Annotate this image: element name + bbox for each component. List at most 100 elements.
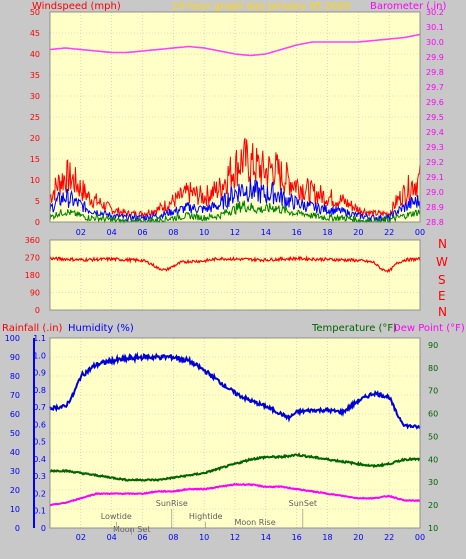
- barometer-series: [49, 33, 421, 57]
- x-tick-label: 10: [199, 228, 209, 237]
- direction-y-tick-label: 270: [25, 254, 40, 263]
- x-tick-label: 04: [107, 533, 117, 542]
- barometer-y-tick-label: 29.9: [426, 53, 444, 62]
- temperature-y-tick-label: 50: [428, 432, 438, 441]
- barometer-y-tick-label: 29.6: [426, 98, 444, 107]
- event-label: Lowtide: [101, 512, 132, 521]
- plot-border: [49, 11, 421, 223]
- x-tick-label: 06: [137, 228, 147, 237]
- temperature-y-tick-label: 40: [428, 455, 438, 464]
- barometer-y-tick-label: 28.9: [426, 203, 444, 212]
- temperature-plot-area: [50, 338, 420, 528]
- barometer-y-tick-label: 30.1: [426, 23, 444, 32]
- x-tick-label: 06: [137, 533, 147, 542]
- humidity-series: [49, 351, 421, 430]
- rainfall-y-tick-label: 0.5: [33, 438, 46, 447]
- x-tick-label: 20: [353, 533, 363, 542]
- event-label: SunRise: [156, 499, 188, 508]
- humidity-y-tick-label: 0: [15, 524, 20, 533]
- rainfall-y-tick-label: 1.1: [33, 334, 46, 343]
- x-tick-label: 02: [76, 533, 86, 542]
- barometer-y-tick-label: 30.2: [426, 8, 444, 17]
- plot-border: [49, 337, 421, 529]
- wind-y-tick-label: 0: [35, 218, 40, 227]
- rainfall-y-tick-label: 1.0: [33, 351, 46, 360]
- x-tick-label: 20: [353, 228, 363, 237]
- dewpoint-axis-label: Dew Point (°F): [393, 323, 465, 334]
- wind-y-tick-label: 25: [30, 113, 40, 122]
- compass-west: W: [436, 255, 448, 269]
- rainfall-axis-label: Rainfall (.in): [2, 323, 63, 334]
- humidity-y-tick-label: 20: [10, 486, 20, 495]
- x-tick-label: 18: [322, 228, 332, 237]
- x-tick-label: 10: [199, 533, 209, 542]
- humidity-y-tick-label: 30: [10, 467, 20, 476]
- temperature-y-tick-label: 10: [428, 524, 438, 533]
- wind-y-tick-label: 15: [30, 155, 40, 164]
- humidity-y-tick-label: 90: [10, 353, 20, 362]
- x-tick-label: 14: [261, 228, 271, 237]
- dewpoint-series: [49, 482, 420, 507]
- wind-y-tick-label: 5: [35, 197, 40, 206]
- humidity-y-tick-label: 70: [10, 391, 20, 400]
- event-label: Moon Rise: [234, 518, 275, 527]
- x-tick-label: 22: [384, 228, 394, 237]
- humidity-y-tick-label: 100: [5, 334, 20, 343]
- temperature-y-tick-label: 70: [428, 387, 438, 396]
- barometer-y-tick-label: 29.0: [426, 188, 444, 197]
- rainfall-y-tick-label: 0.9: [33, 369, 46, 378]
- x-tick-label: 12: [230, 228, 240, 237]
- barometer-y-tick-label: 29.3: [426, 143, 444, 152]
- wind-y-tick-label: 10: [30, 176, 40, 185]
- x-tick-label: 08: [168, 228, 178, 237]
- x-tick-label: 22: [384, 533, 394, 542]
- rainfall-y-tick-label: 0.2: [33, 489, 46, 498]
- humidity-y-tick-label: 50: [10, 429, 20, 438]
- temperature-series: [49, 452, 421, 482]
- temperature-y-tick-label: 60: [428, 410, 438, 419]
- x-tick-label: 14: [261, 533, 271, 542]
- humidity-axis-label: Humidity (%): [68, 323, 134, 334]
- windspeed-axis-label: Windspeed (mph): [32, 1, 121, 12]
- x-tick-label: 02: [76, 228, 86, 237]
- temperature-y-tick-label: 80: [428, 364, 438, 373]
- x-tick-label: 16: [292, 533, 302, 542]
- barometer-y-tick-label: 29.7: [426, 83, 444, 92]
- barometer-y-tick-label: 29.1: [426, 173, 444, 182]
- rainfall-y-tick-label: 0.1: [33, 507, 46, 516]
- temperature-y-tick-label: 90: [428, 341, 438, 350]
- direction-y-tick-label: 0: [35, 306, 40, 315]
- wind-y-tick-label: 50: [30, 8, 40, 17]
- barometer-axis-label: Barometer (.in): [370, 1, 446, 12]
- humidity-y-tick-label: 60: [10, 410, 20, 419]
- wind-y-tick-label: 35: [30, 71, 40, 80]
- rainfall-y-tick-label: 0.6: [33, 420, 46, 429]
- x-tick-label: 16: [292, 228, 302, 237]
- rainfall-y-tick-label: 0.4: [33, 455, 46, 464]
- barometer-y-tick-label: 29.2: [426, 158, 444, 167]
- rainfall-y-tick-label: 0: [41, 524, 46, 533]
- direction-y-tick-label: 90: [30, 289, 40, 298]
- temperature-y-tick-label: 30: [428, 478, 438, 487]
- humidity-y-tick-label: 80: [10, 372, 20, 381]
- wind-y-tick-label: 40: [30, 50, 40, 59]
- temperature-axis-label: Temperature (°F): [311, 323, 397, 334]
- wind-y-tick-label: 45: [30, 29, 40, 38]
- x-tick-label: 00: [415, 533, 425, 542]
- x-tick-label: 04: [107, 228, 117, 237]
- barometer-y-tick-label: 29.5: [426, 113, 444, 122]
- rainfall-y-tick-label: 0.3: [33, 472, 46, 481]
- direction-y-tick-label: 360: [25, 236, 40, 245]
- humidity-y-tick-label: 40: [10, 448, 20, 457]
- x-tick-label: 08: [168, 533, 178, 542]
- barometer-y-tick-label: 28.8: [426, 218, 444, 227]
- compass-north-top: N: [438, 237, 447, 251]
- rainfall-y-tick-label: 0.7: [33, 403, 46, 412]
- wind-direction-series: [49, 255, 421, 273]
- x-tick-label: 18: [322, 533, 332, 542]
- wind-average-series: [49, 178, 421, 223]
- x-tick-label: 00: [415, 228, 425, 237]
- compass-south: S: [438, 273, 446, 287]
